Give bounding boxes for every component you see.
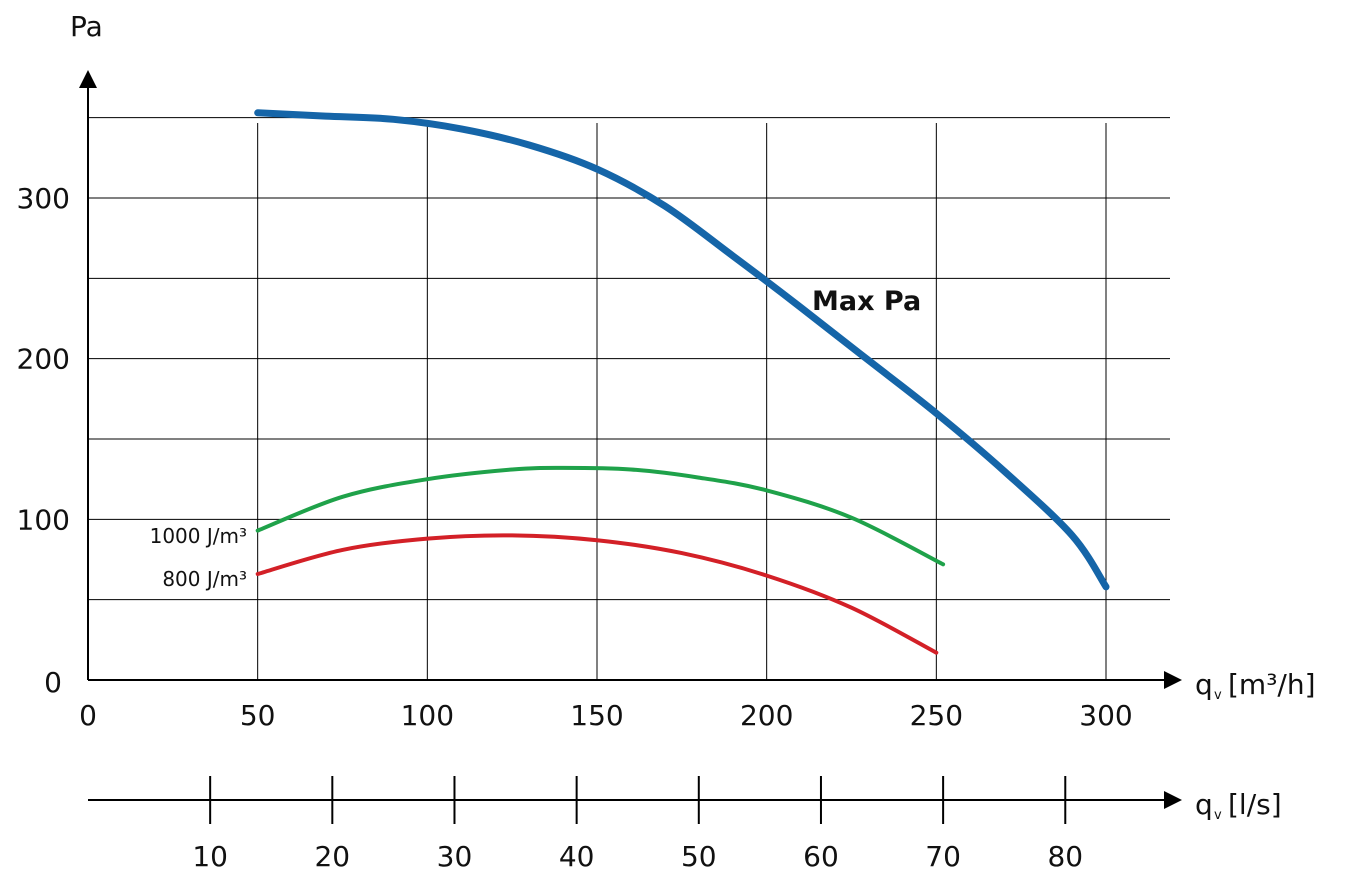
y-tick-label-0: 0 [44,666,62,699]
tick-labels: 0 50 100 150 200 250 300 0 100 200 300 10 20 30 40 50 60… [17,182,1133,873]
x-tick-label-0: 0 [79,699,97,732]
x-tick-label-250: 250 [910,699,963,732]
secondary-x-tick-label-70: 70 [925,840,961,869]
y-tick-label-300: 300 [17,182,70,215]
x-axis-title-sub: v [1214,688,1222,703]
x-tick-label-150: 150 [570,699,623,732]
x-axis-arrow-icon [1164,671,1182,689]
x-tick-label-300: 300 [1079,699,1132,732]
secondary-x-axis-title-q: q [1195,788,1213,821]
series-line-1000-j-m [255,465,946,567]
y-axis-arrow-icon [79,70,97,88]
y-tick-label-200: 200 [17,343,70,376]
x-tick-label-200: 200 [740,699,793,732]
gridlines [88,117,1170,680]
secondary-x-axis-title-unit: [l/s] [1228,788,1282,821]
x-axis-title: q v [m³/h] [1195,668,1316,703]
series-line-800-j-m [255,533,939,655]
series-line-max-pa [254,109,1110,591]
secondary-x-axis-title: q v [l/s] [1195,788,1282,823]
series-label-1000: 1000 J/m³ [150,524,247,548]
y-axis-title: Pa [70,10,103,43]
secondary-x-tick-label-80: 80 [1047,840,1083,869]
x-tick-label-50: 50 [240,699,276,732]
secondary-x-tick-label-40: 40 [559,840,595,869]
secondary-x-axis-arrow-icon [1164,791,1182,809]
x-tick-label-100: 100 [401,699,454,732]
secondary-x-axis-title-sub: v [1214,808,1222,823]
secondary-x-tick-label-30: 30 [437,840,473,869]
x-axis-title-q: q [1195,668,1213,701]
x-axis-title-unit: [m³/h] [1228,668,1316,701]
series-label-max-pa: Max Pa [812,286,921,317]
secondary-x-tick-label-50: 50 [681,840,717,869]
secondary-x-tick-label-60: 60 [803,840,839,869]
series [254,109,1110,655]
secondary-x-tick-label-10: 10 [192,840,228,869]
axes [79,70,1182,809]
secondary-x-tick-label-20: 20 [314,840,350,869]
series-label-800: 800 J/m³ [162,567,247,591]
y-tick-label-100: 100 [17,503,70,536]
